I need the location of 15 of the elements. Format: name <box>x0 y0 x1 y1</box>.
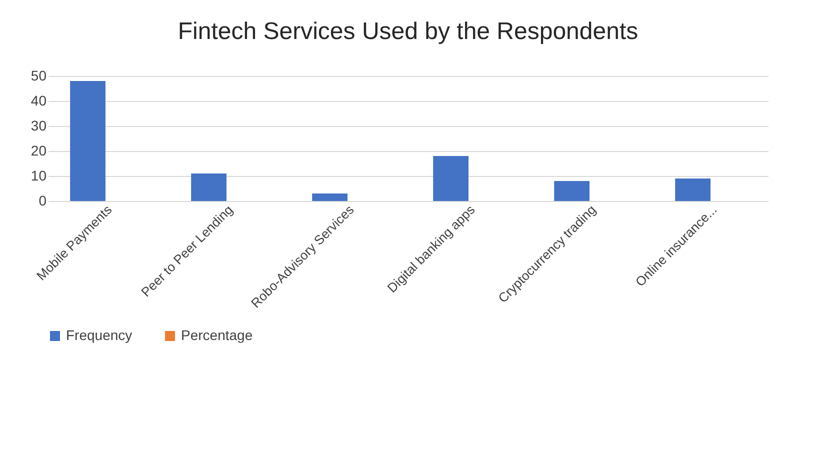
legend-label: Frequency <box>66 327 132 343</box>
y-tick-label: 20 <box>30 142 47 158</box>
bar <box>312 194 348 201</box>
y-tick-label: 30 <box>30 118 47 134</box>
chart-title: Fintech Services Used by the Respondents <box>178 18 638 45</box>
bar <box>675 178 711 201</box>
legend-label: Percentage <box>181 327 253 343</box>
y-tick-label: 10 <box>30 168 47 184</box>
bar <box>433 156 469 201</box>
y-tick-label: 50 <box>30 68 47 84</box>
bar <box>554 181 590 201</box>
y-tick-label: 40 <box>30 92 47 108</box>
bar <box>70 81 106 201</box>
bar <box>191 174 226 201</box>
y-tick-label: 0 <box>38 192 47 208</box>
